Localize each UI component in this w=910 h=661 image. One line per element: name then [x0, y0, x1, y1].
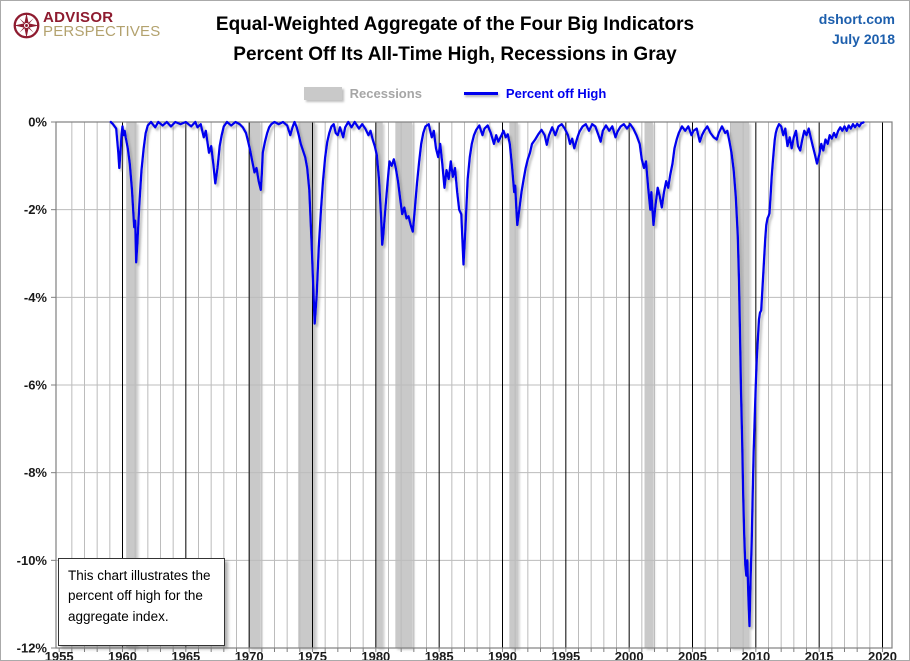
source-site: dshort.com [818, 11, 895, 27]
y-tick-label: -4% [24, 290, 48, 305]
annotation-line3: aggregate index. [68, 608, 169, 624]
compass-rose-icon [13, 12, 40, 39]
x-axis-labels: 1955 1960 1965 1970 1975 1980 1985 1990 1995 2000… [45, 649, 897, 661]
chart-legend: Recessions Percent off High [1, 86, 909, 101]
x-tick-label: 2010 [741, 649, 770, 661]
recessions-legend-label: Recessions [349, 86, 422, 101]
x-tick-label: 1960 [108, 649, 137, 661]
x-tick-label: 1995 [551, 649, 580, 661]
annotation-line2: percent off high for the [68, 588, 203, 604]
y-tick-label: -8% [24, 465, 48, 480]
y-tick-label: -2% [24, 202, 48, 217]
source-attribution: dshort.com July 2018 [819, 9, 895, 49]
y-tick-label: -10% [17, 553, 48, 568]
plot-frame [55, 121, 893, 649]
x-tick-label: 2005 [678, 649, 707, 661]
logo-perspectives-text: PERSPECTIVES [43, 23, 161, 40]
series-line-sample [463, 92, 498, 95]
y-tick-label: -6% [24, 378, 48, 393]
series-legend-label: Percent off High [505, 86, 607, 101]
recessions-swatch [303, 87, 342, 100]
x-tick-label: 1985 [425, 649, 454, 661]
x-tick-label: 1980 [361, 649, 390, 661]
y-axis-labels: 0% -2% -4% -6% -8% -10% -12% [17, 115, 48, 656]
advisor-perspectives-logo: ADVISOR PERSPECTIVES [13, 9, 161, 40]
annotation-line1: This chart illustrates the [68, 568, 211, 583]
x-tick-label: 1975 [298, 649, 327, 661]
x-tick-label: 2000 [615, 649, 644, 661]
logo-advisor-text: ADVISOR [43, 9, 114, 26]
annotation-box: This chart illustrates the percent off h… [58, 558, 225, 646]
chart-title-line1: Equal-Weighted Aggregate of the Four Big… [215, 14, 695, 35]
source-date: July 2018 [831, 31, 895, 47]
chart-title-line2: Percent Off Its All-Time High, Recession… [233, 44, 677, 65]
y-tick-label: 0% [28, 115, 47, 130]
y-tick-label: -12% [17, 641, 48, 656]
x-tick-label: 1965 [171, 649, 200, 661]
x-tick-label: 2015 [805, 649, 834, 661]
percent-off-high-line [109, 120, 865, 628]
x-tick-label: 1990 [488, 649, 517, 661]
series-line [109, 120, 865, 628]
x-tick-label: 2020 [868, 649, 897, 661]
x-tick-label: 1970 [235, 649, 264, 661]
x-tick-label: 1955 [45, 649, 74, 661]
